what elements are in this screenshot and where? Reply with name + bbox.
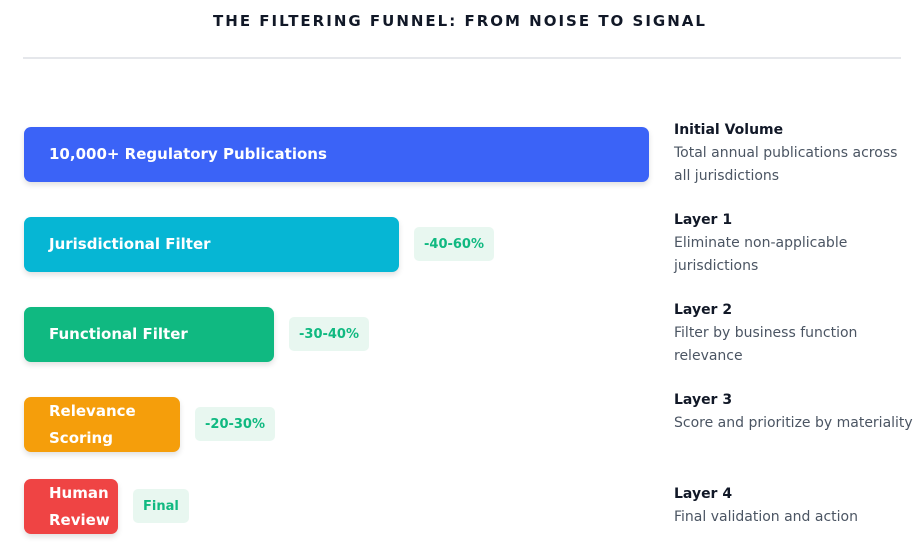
funnel-stage-functional-filter: Functional Filter — [24, 307, 274, 362]
stage-label: Functional Filter — [49, 325, 188, 343]
diagram-title: THE FILTERING FUNNEL: FROM NOISE TO SIGN… — [213, 12, 707, 30]
reduction-badge: -20-30% — [195, 407, 275, 441]
stage-description-initial-volume: Initial Volume Total annual publications… — [674, 120, 914, 188]
stage-description-text: Eliminate non-applicable jurisdictions — [674, 235, 848, 274]
funnel-stage-relevance-scoring: Relevance Scoring — [24, 397, 180, 452]
stage-label: Human Review — [49, 483, 110, 529]
funnel-stage-jurisdictional-filter: Jurisdictional Filter — [24, 217, 399, 272]
funnel-stage-human-review: Human Review — [24, 479, 118, 534]
stage-description-title: Layer 2 — [674, 302, 733, 318]
reduction-badge: -40-60% — [414, 227, 494, 261]
stage-description-title: Initial Volume — [674, 122, 784, 138]
stage-description-text: Filter by business function relevance — [674, 325, 858, 364]
stage-description-title: Layer 1 — [674, 212, 733, 228]
title-divider — [23, 57, 901, 59]
funnel-stage-initial-volume: 10,000+ Regulatory Publications — [24, 127, 649, 182]
stage-description-layer-1: Layer 1 Eliminate non-applicable jurisdi… — [674, 210, 914, 278]
stage-description-layer-2: Layer 2 Filter by business function rele… — [674, 300, 914, 368]
stage-label: 10,000+ Regulatory Publications — [49, 145, 327, 163]
stage-description-text: Score and prioritize by materiality — [674, 415, 913, 431]
stage-description-layer-4: Layer 4 Final validation and action — [674, 484, 914, 529]
final-badge: Final — [133, 489, 189, 523]
stage-label: Jurisdictional Filter — [49, 235, 211, 253]
stage-description-layer-3: Layer 3 Score and prioritize by material… — [674, 390, 914, 435]
reduction-badge: -30-40% — [289, 317, 369, 351]
stage-label: Relevance Scoring — [49, 401, 136, 447]
stage-description-text: Final validation and action — [674, 509, 858, 525]
stage-description-text: Total annual publications across all jur… — [674, 145, 898, 184]
stage-description-title: Layer 4 — [674, 486, 733, 502]
stage-description-title: Layer 3 — [674, 392, 733, 408]
